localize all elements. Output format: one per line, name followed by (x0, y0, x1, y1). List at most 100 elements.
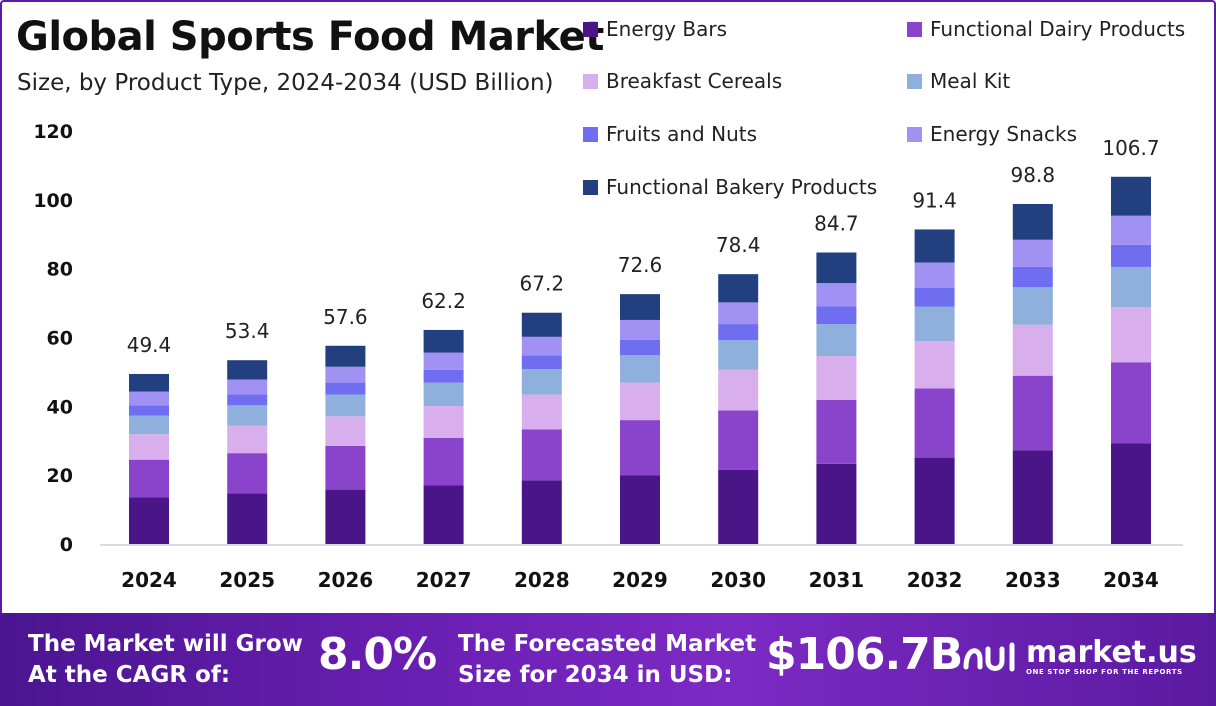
bar-segment (816, 283, 857, 307)
bar-total-label: 67.2 (520, 272, 565, 296)
market-us-logo-icon (963, 642, 1015, 672)
stacked-bar-chart: 0 20 40 60 80 100 120 49.4 2024 53.4 2025 57.6 2026 6… (33, 121, 1183, 592)
bar-segment (1012, 239, 1053, 267)
bar-segment (914, 457, 955, 544)
bar-segment (620, 294, 660, 320)
bar-segment (521, 480, 562, 544)
bar-segment (1012, 287, 1053, 325)
cagr-value: 8.0% (318, 629, 437, 680)
bar-segment (816, 356, 857, 400)
bar-segment (816, 252, 857, 284)
bar-total-label: 49.4 (127, 333, 172, 357)
bar-segment (1111, 244, 1151, 267)
bar-segment (325, 416, 366, 446)
bar-segment (914, 287, 955, 307)
bar-segment (423, 382, 464, 406)
bar-segment (1111, 443, 1151, 544)
bar-segment (1012, 375, 1053, 451)
bar-segment (1111, 266, 1151, 308)
x-tick-label: 2024 (121, 568, 177, 592)
forecast-caption-line2: Size for 2034 in USD: (458, 662, 733, 688)
bar-segment (325, 445, 366, 490)
bar-segment (521, 312, 562, 337)
cagr-caption: The Market will Grow At the CAGR of: (28, 629, 303, 691)
x-tick-label: 2033 (1005, 568, 1061, 592)
y-tick-label: 60 (47, 328, 73, 350)
x-tick-label: 2029 (612, 568, 668, 592)
x-tick-label: 2032 (907, 568, 963, 592)
brand-tagline: ONE STOP SHOP FOR THE REPORTS (1026, 668, 1183, 676)
bar-segment (718, 274, 759, 303)
bar-segment (129, 497, 169, 544)
bar-segment (423, 485, 464, 544)
bar-segment (718, 340, 759, 370)
y-tick-label: 40 (47, 396, 73, 418)
bar-total-label: 98.8 (1011, 163, 1056, 187)
bar-total-label: 78.4 (716, 233, 761, 257)
bar-segment (914, 388, 955, 458)
y-tick-label: 100 (33, 190, 73, 212)
bar-segment (816, 399, 857, 464)
bar-segment (816, 306, 857, 325)
bar-segment (423, 437, 464, 486)
bar-segment (620, 355, 660, 383)
x-tick-label: 2030 (710, 568, 766, 592)
bar-total-label: 53.4 (225, 319, 270, 343)
bar-segment (620, 339, 660, 356)
bar-segment (521, 369, 562, 395)
y-tick-label: 20 (47, 465, 73, 487)
bar-segment (620, 475, 660, 544)
bar-segment (1012, 324, 1053, 376)
x-tick-label: 2034 (1103, 568, 1159, 592)
bar-segment (325, 489, 366, 544)
bar-segment (1111, 176, 1151, 216)
bar-total-label: 62.2 (421, 289, 466, 313)
bar-segment (914, 229, 955, 263)
forecast-caption-line1: The Forecasted Market (458, 631, 757, 657)
footer-banner: The Market will Grow At the CAGR of: 8.0… (0, 613, 1216, 706)
bar-segment (129, 405, 169, 416)
bar-total-label: 91.4 (912, 188, 957, 212)
bar-segment (129, 391, 169, 406)
brand-name: market.us (1026, 635, 1197, 670)
bar-segment (620, 420, 660, 476)
bar-segment (521, 394, 562, 430)
bar-segment (1111, 362, 1151, 444)
bar-segment (423, 369, 464, 383)
bar-segment (1111, 215, 1151, 245)
bar-segment (914, 262, 955, 288)
bar-segment (227, 453, 268, 494)
bar-segment (1111, 307, 1151, 363)
bar-segment (227, 425, 268, 454)
x-tick-label: 2031 (809, 568, 865, 592)
bar-total-label: 84.7 (814, 211, 859, 235)
bar-segment (718, 410, 759, 470)
forecast-caption: The Forecasted Market Size for 2034 in U… (458, 629, 756, 691)
bar-segment (1012, 266, 1053, 288)
bar-segment (325, 366, 366, 383)
bar-segment (521, 429, 562, 481)
bar-segment (325, 394, 366, 417)
bar-segment (227, 493, 268, 544)
bar-segment (1012, 450, 1053, 544)
bar-segment (227, 405, 268, 426)
bar-segment (521, 355, 562, 370)
y-tick-label: 120 (33, 121, 73, 143)
brand: market.us ONE STOP SHOP FOR THE REPORTS (962, 637, 1197, 677)
y-tick-label: 0 (60, 534, 73, 556)
bar-segment (129, 415, 169, 435)
bar-segment (521, 336, 562, 356)
x-tick-label: 2027 (416, 568, 472, 592)
bar-segment (718, 324, 759, 341)
bar-total-label: 72.6 (618, 253, 663, 277)
bar-segment (227, 379, 268, 395)
bar-segment (718, 369, 759, 411)
bar-segment (423, 329, 464, 353)
bar-segment (423, 352, 464, 370)
bar-segment (423, 405, 464, 438)
bar-segment (227, 394, 268, 406)
bar-segment (129, 373, 169, 392)
bar-segment (129, 434, 169, 460)
bar-segment (325, 345, 366, 367)
cagr-caption-line1: The Market will Grow (28, 631, 303, 657)
